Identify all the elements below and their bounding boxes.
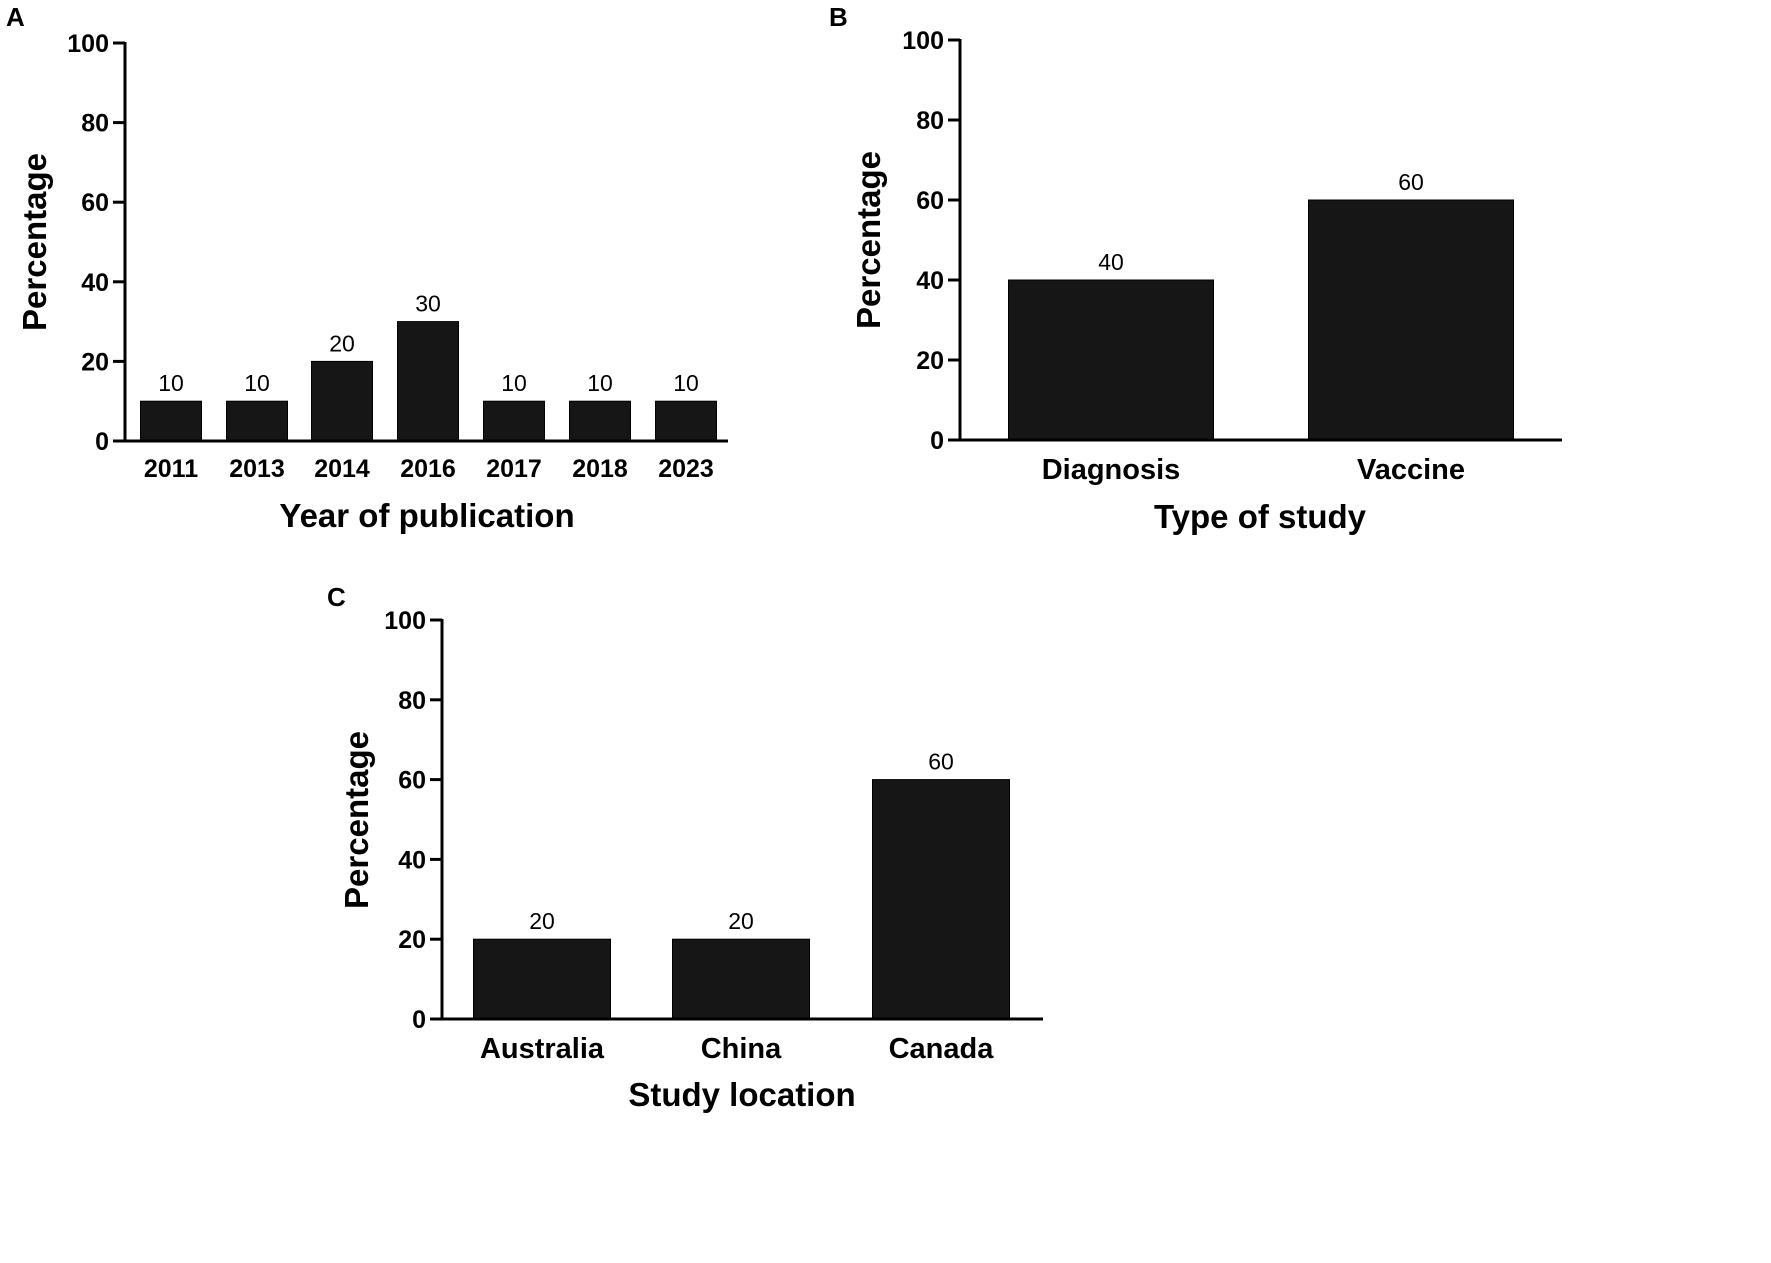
data-label: 20 xyxy=(329,330,355,356)
bar-2013 xyxy=(226,400,288,442)
panel-letter: A xyxy=(6,2,25,32)
data-label: 10 xyxy=(501,370,527,396)
y-tick-label: 60 xyxy=(916,187,944,215)
y-tick-label: 80 xyxy=(81,110,109,138)
y-tick-label: 20 xyxy=(916,347,944,375)
y-axis-title: Percentage xyxy=(338,731,375,909)
bar-canada xyxy=(872,779,1010,1020)
bar-australia xyxy=(473,938,611,1020)
bar-2014 xyxy=(311,360,373,442)
chart-panel-a: A 10 2011 10 2013 20 2014 30 2016 10 2017 10 2018 10 2… xyxy=(6,2,728,534)
y-tick-label: 40 xyxy=(916,267,944,295)
x-tick-label: 2013 xyxy=(229,455,285,483)
data-label: 30 xyxy=(415,291,441,317)
y-tick-label: 100 xyxy=(67,30,109,58)
data-label: 10 xyxy=(673,370,699,396)
bar-diagnosis xyxy=(1008,279,1214,441)
data-label: 20 xyxy=(728,908,754,934)
bar-2017 xyxy=(483,400,545,442)
y-tick-label: 60 xyxy=(398,767,426,795)
y-tick-label: 60 xyxy=(81,189,109,217)
data-label: 60 xyxy=(1398,169,1424,195)
y-tick-label: 100 xyxy=(384,607,426,635)
y-tick-label: 40 xyxy=(81,269,109,297)
y-tick-label: 0 xyxy=(930,427,944,455)
y-tick-label: 80 xyxy=(916,107,944,135)
panel-letter: B xyxy=(829,2,848,32)
bar-2023 xyxy=(655,400,717,442)
y-tick-label: 0 xyxy=(95,428,109,456)
data-label: 60 xyxy=(928,749,954,775)
bar-china xyxy=(672,938,810,1020)
bar-2018 xyxy=(569,400,631,442)
panel-letter: C xyxy=(327,582,346,612)
x-axis-title: Type of study xyxy=(1154,498,1367,535)
x-tick-label: 2023 xyxy=(658,455,714,483)
x-tick-label: China xyxy=(701,1033,782,1065)
bar-vaccine xyxy=(1308,199,1514,441)
y-tick-label: 100 xyxy=(902,27,944,55)
y-tick-label: 20 xyxy=(81,348,109,376)
y-tick-label: 20 xyxy=(398,926,426,954)
x-axis-title: Study location xyxy=(628,1076,855,1113)
y-axis-title: Percentage xyxy=(16,153,53,331)
y-tick-label: 0 xyxy=(412,1006,426,1034)
y-tick-label: 40 xyxy=(398,846,426,874)
data-label: 10 xyxy=(158,370,184,396)
x-tick-label: Diagnosis xyxy=(1042,454,1181,486)
x-tick-label: 2014 xyxy=(314,455,370,483)
x-tick-label: Canada xyxy=(889,1033,995,1065)
x-tick-label: 2017 xyxy=(486,455,542,483)
chart-panel-b: B 40 Diagnosis 60 Vaccine 0 20 40 60 80 100 Type of… xyxy=(829,2,1562,535)
data-label: 40 xyxy=(1098,249,1124,275)
bar-2011 xyxy=(140,400,202,442)
x-tick-label: 2016 xyxy=(400,455,456,483)
x-tick-label: Australia xyxy=(480,1033,605,1065)
x-axis-title: Year of publication xyxy=(279,497,574,534)
x-tick-label: 2011 xyxy=(144,455,198,483)
x-tick-label: 2018 xyxy=(572,455,628,483)
chart-panel-c: C 20 Australia 20 China 60 Canada 0 20 40 60 80 100 S… xyxy=(327,582,1043,1113)
bar-2016 xyxy=(397,321,459,442)
data-label: 20 xyxy=(529,908,555,934)
y-axis-title: Percentage xyxy=(850,151,887,329)
data-label: 10 xyxy=(244,370,270,396)
y-tick-label: 80 xyxy=(398,687,426,715)
data-label: 10 xyxy=(587,370,613,396)
x-tick-label: Vaccine xyxy=(1357,454,1465,486)
